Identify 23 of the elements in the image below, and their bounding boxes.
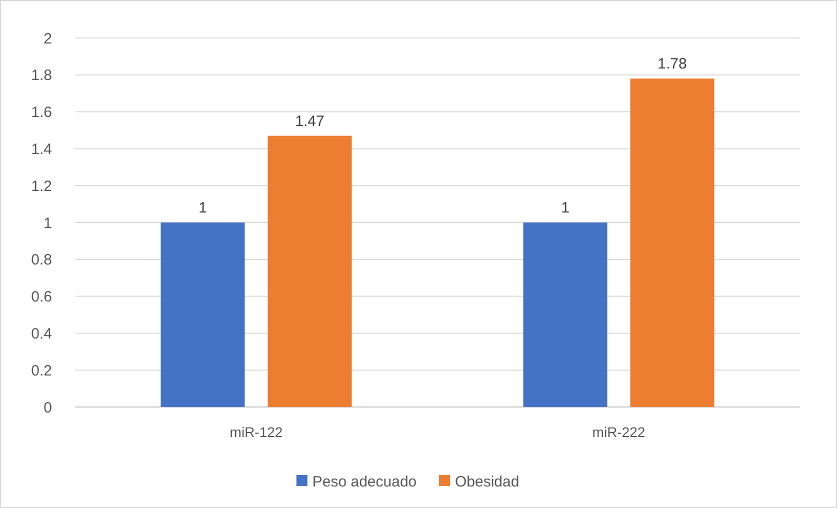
y-tick-label: 1.6 [31, 104, 52, 122]
y-tick-label: 0.2 [31, 362, 52, 380]
x-tick-label: miR-122 [230, 424, 283, 440]
y-tick-label: 2 [44, 30, 52, 48]
y-tick-label: 1.2 [31, 178, 52, 195]
bar [630, 78, 714, 407]
bar [160, 222, 245, 407]
y-tick-label: 0 [44, 399, 52, 416]
legend-label: Peso adecuado [312, 473, 417, 490]
y-tick-label: 0.4 [31, 325, 52, 342]
data-label: 1 [198, 200, 207, 216]
y-tick-label: 1.8 [31, 67, 52, 84]
bar [523, 222, 608, 407]
x-tick-label: miR-222 [592, 424, 646, 440]
legend-label: Obesidad [455, 473, 520, 490]
y-tick-label: 1.4 [31, 140, 52, 158]
y-tick-label: 0.6 [31, 288, 52, 306]
bar [268, 136, 352, 407]
data-label: 1.78 [658, 56, 687, 73]
data-label: 1 [561, 200, 570, 216]
y-tick-label: 1 [44, 214, 52, 232]
y-tick-label: 0.8 [31, 252, 52, 269]
data-label: 1.47 [295, 112, 324, 130]
